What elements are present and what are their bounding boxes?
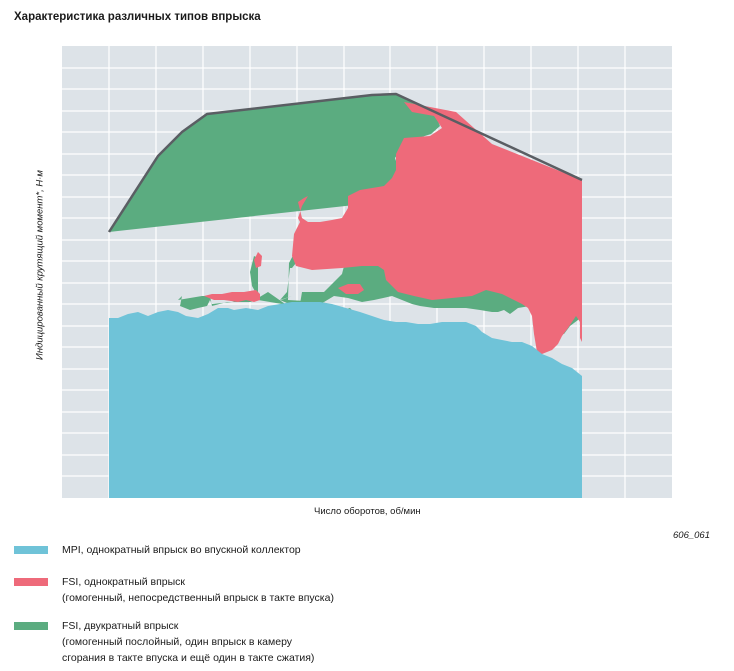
legend-line: FSI, двукратный впрыск xyxy=(62,620,179,632)
legend-label-fsi-double: FSI, двукратный впрыск (гомогенный посло… xyxy=(62,618,314,666)
legend-swatch-fsi-single xyxy=(14,578,48,586)
legend-swatch-fsi-double xyxy=(14,622,48,630)
full-load-curve xyxy=(107,92,583,233)
legend-line: (гомогенный послойный, один впрыск в кам… xyxy=(62,636,293,648)
x-axis-label: Число оборотов, об/мин xyxy=(314,506,421,517)
region-fsi-single xyxy=(292,102,582,358)
legend-line: MPI, однократный впрыск во впускной колл… xyxy=(62,544,301,556)
region-fsi-single-island-left xyxy=(204,290,260,302)
region-fsi-single-island-top xyxy=(254,252,262,268)
legend-line: FSI, однократный впрыск xyxy=(62,576,186,588)
figure-title: Характеристика различных типов впрыска xyxy=(14,11,261,23)
y-axis-label: Индицированный крутящий момент*, Н·м xyxy=(34,170,46,360)
legend-line: сгорания в такте впуска и ещё один в так… xyxy=(62,652,315,664)
legend-label-mpi: MPI, однократный впрыск во впускной колл… xyxy=(62,542,301,558)
map-plot-svg xyxy=(62,46,672,498)
figure-code: 606_061 xyxy=(673,530,710,541)
legend-line: (гомогенный, непосредственный впрыск в т… xyxy=(62,592,334,604)
map-plot xyxy=(62,46,672,498)
legend-swatch-mpi xyxy=(14,546,48,554)
region-fsi-single-island-mid xyxy=(338,284,364,294)
region-mpi xyxy=(109,302,582,498)
legend-label-fsi-single: FSI, однократный впрыск (гомогенный, неп… xyxy=(62,574,334,606)
